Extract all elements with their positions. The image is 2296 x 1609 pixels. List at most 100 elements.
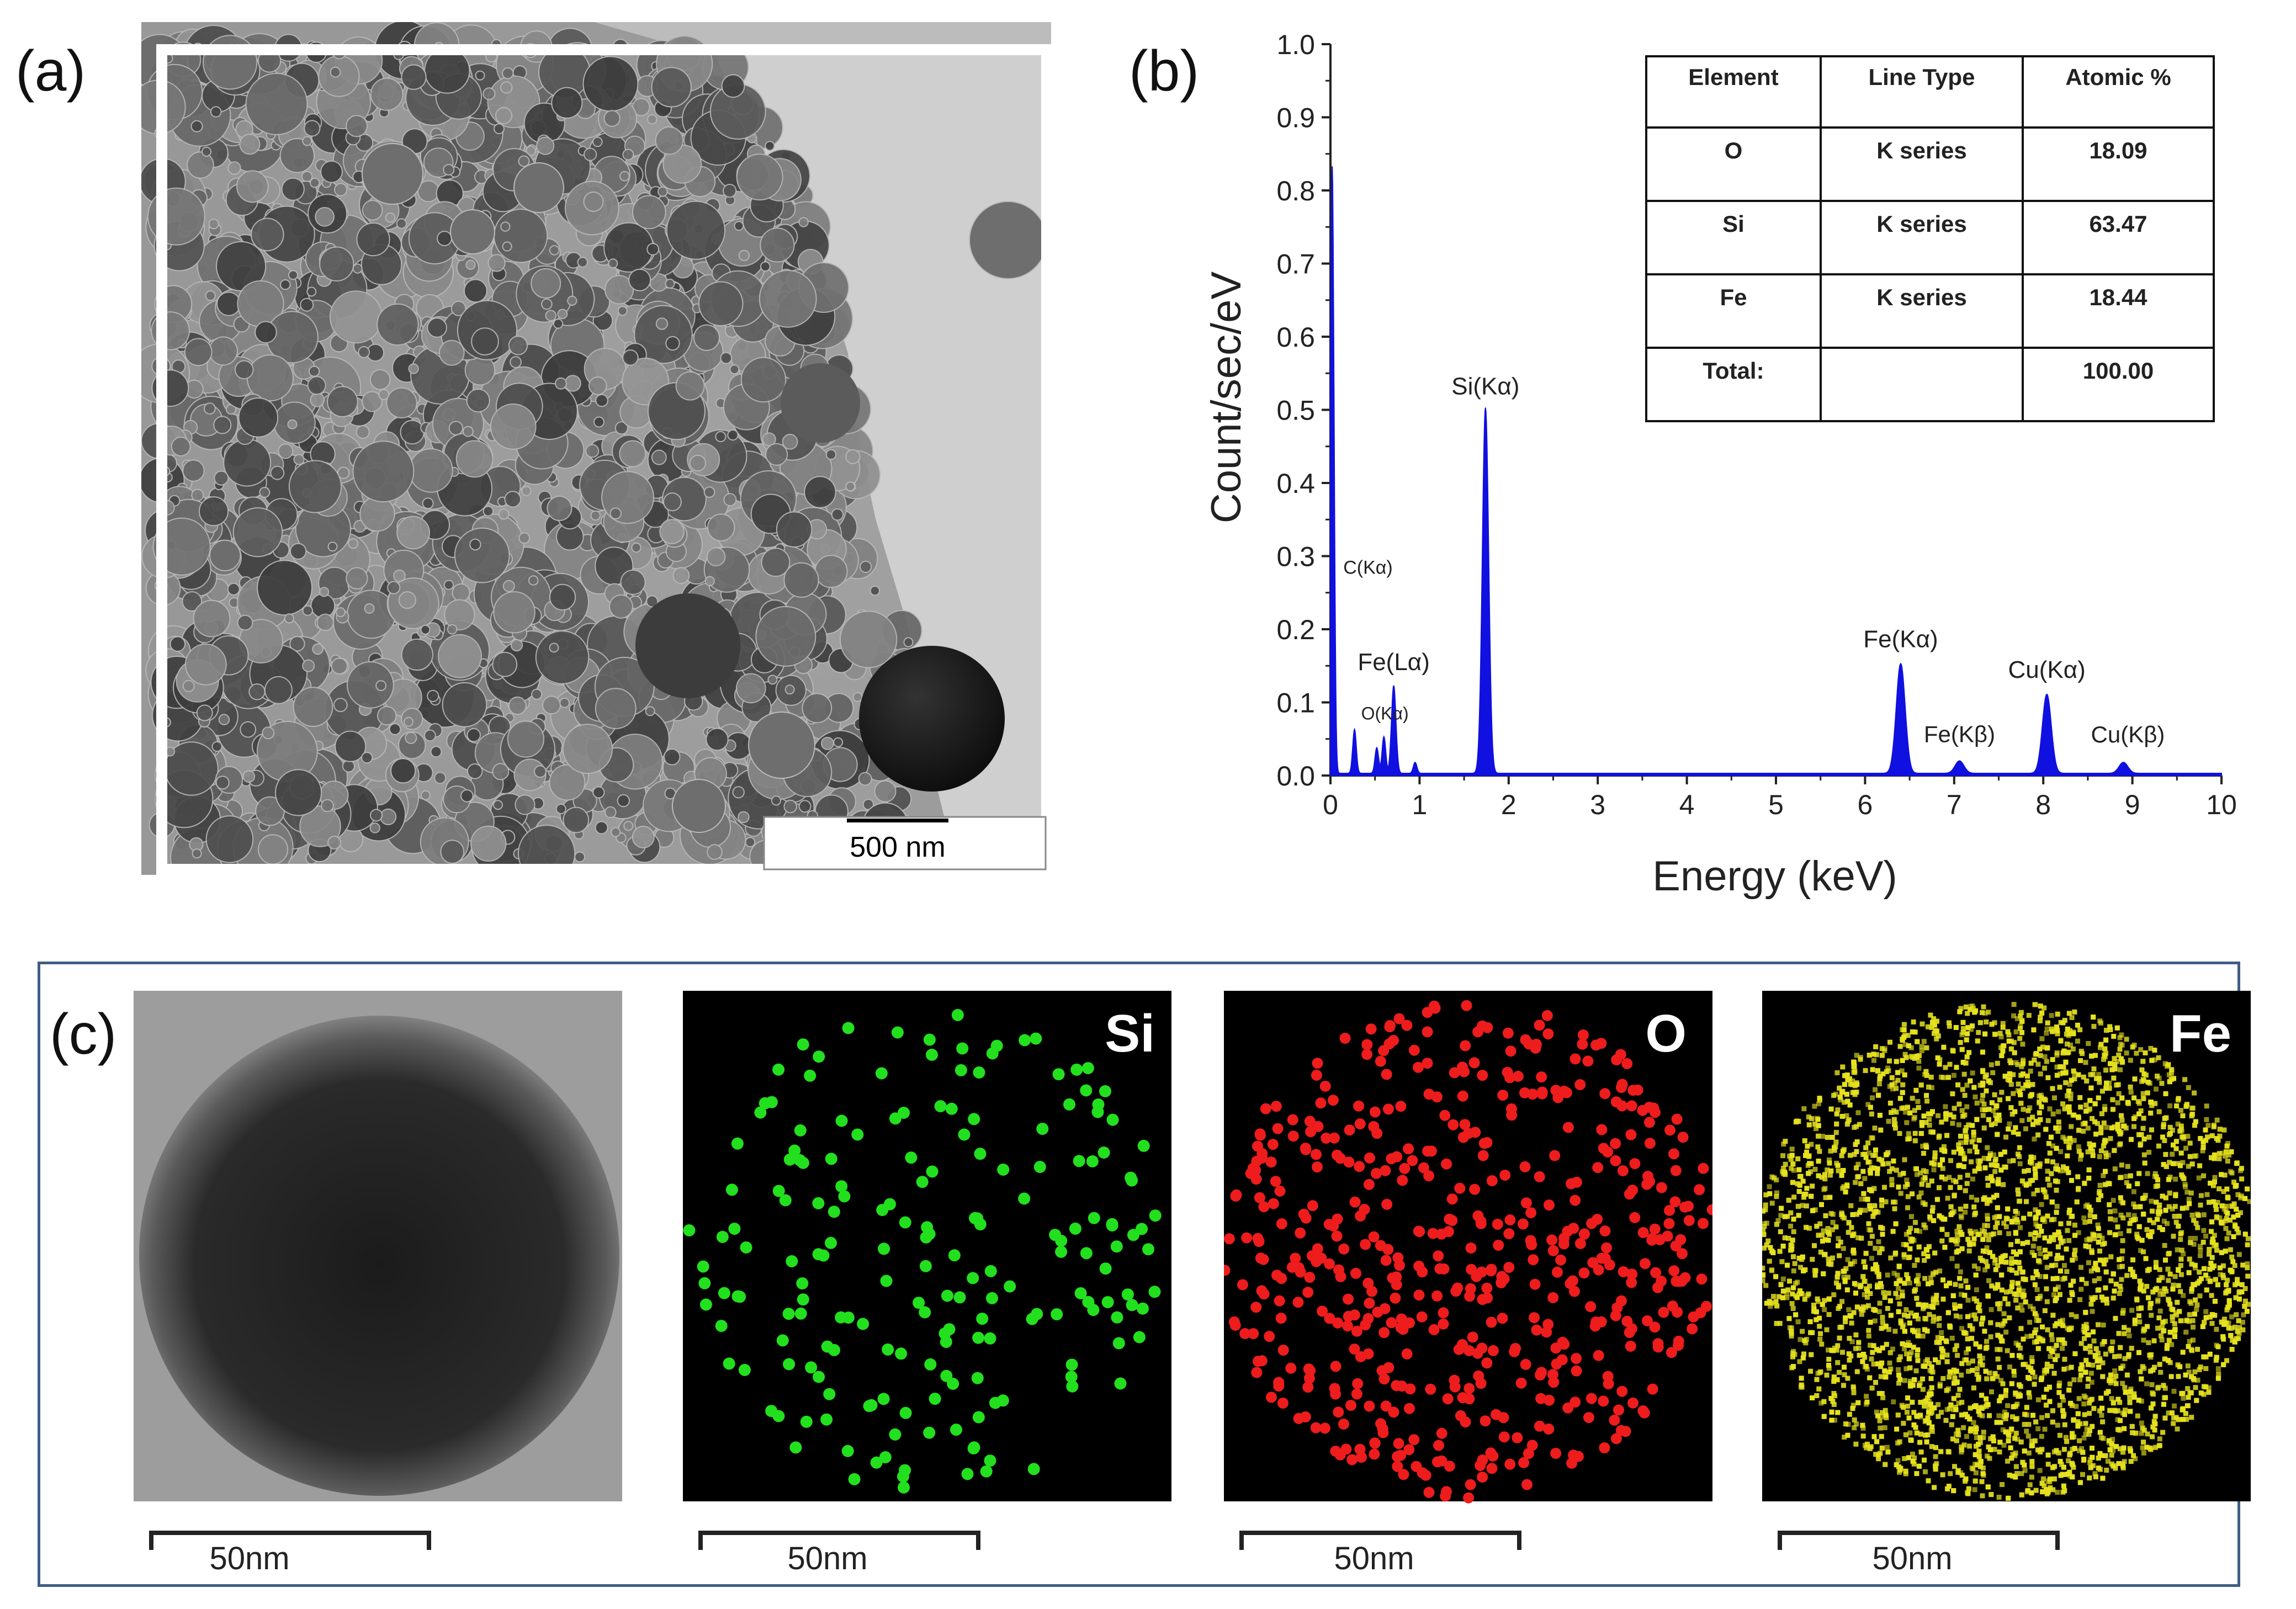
tem-particle: [386, 387, 417, 418]
tem-particle: [450, 300, 466, 316]
signal-dot: [1930, 1271, 1936, 1276]
signal-dot: [1650, 1267, 1662, 1278]
signal-dot: [1307, 1200, 1318, 1212]
signal-dot: [1427, 1228, 1439, 1239]
x-tick-label: 8: [2035, 789, 2051, 820]
signal-dot: [1632, 1084, 1643, 1096]
signal-dot: [1626, 1323, 1637, 1335]
signal-dot: [817, 1249, 830, 1262]
signal-dot: [1866, 1327, 1871, 1333]
signal-dot: [1839, 1299, 1845, 1304]
signal-dot: [1481, 1282, 1493, 1294]
signal-dot: [2061, 1398, 2066, 1403]
signal-dot: [1695, 1307, 1706, 1319]
signal-dot: [880, 1275, 893, 1287]
tem-particle: [563, 806, 590, 833]
signal-dot: [1354, 1118, 1366, 1130]
signal-dot: [1321, 1133, 1332, 1144]
signal-dot: [1126, 1174, 1138, 1187]
signal-dot: [2029, 1474, 2034, 1480]
signal-dot: [1292, 1297, 1304, 1308]
tem-particle: [421, 790, 431, 800]
tem-particle: [706, 547, 726, 566]
signal-dot: [1302, 1382, 1314, 1393]
signal-dot: [889, 1112, 902, 1125]
signal-dot: [1669, 1196, 1681, 1208]
signal-dot: [2135, 1413, 2140, 1419]
signal-dot: [1459, 1119, 1471, 1130]
signal-dot: [2169, 1342, 2175, 1347]
signal-dot: [1312, 1121, 1324, 1132]
x-tick-label: 4: [1679, 789, 1695, 820]
signal-dot: [1892, 1080, 1897, 1086]
signal-dot: [2014, 1217, 2019, 1222]
signal-dot: [2216, 1371, 2221, 1377]
signal-dot: [1276, 1218, 1287, 1230]
signal-dot: [1586, 1393, 1597, 1404]
signal-dot: [1428, 1324, 1440, 1335]
tem-particle: [319, 246, 354, 282]
tem-particle: [254, 321, 277, 344]
signal-dot: [1114, 1377, 1127, 1390]
signal-dot: [2159, 1333, 2164, 1339]
signal-dot: [1694, 1184, 1705, 1196]
tem-particle: [289, 543, 307, 560]
signal-dot: [2091, 1232, 2097, 1238]
tem-particle: [377, 303, 419, 346]
signal-dot: [1629, 1212, 1641, 1223]
signal-dot: [1277, 1345, 1289, 1356]
signal-dot: [1231, 1189, 1242, 1201]
signal-dot: [1408, 1434, 1420, 1446]
signal-dot: [1610, 1138, 1621, 1149]
signal-dot: [1897, 1172, 1903, 1177]
tem-particle: [498, 508, 510, 520]
signal-dot: [1265, 1156, 1277, 1168]
tem-particle: [534, 765, 547, 778]
tem-particle: [227, 161, 241, 175]
signal-dot: [1820, 1233, 1825, 1238]
signal-dot: [2245, 1302, 2251, 1307]
signal-dot: [1875, 1171, 1880, 1176]
signal-dot: [934, 1100, 947, 1113]
tem-particle: [510, 639, 523, 652]
signal-dot: [1477, 1150, 1489, 1161]
tem-particle: [605, 806, 617, 819]
signal-dot: [1360, 1239, 1371, 1250]
table-header-cell: Atomic %: [2022, 55, 2215, 129]
tem-particle: [191, 488, 204, 502]
signal-dot: [825, 1236, 837, 1249]
signal-dot: [1082, 1295, 1095, 1308]
signal-dot: [1343, 1156, 1355, 1168]
signal-dot: [1312, 1058, 1323, 1069]
signal-dot: [1439, 1109, 1451, 1121]
signal-dot: [1853, 1180, 1858, 1185]
tem-particle: [460, 789, 474, 803]
tem-particle: [327, 541, 338, 552]
signal-dot: [1878, 1425, 1883, 1431]
y-tick-label: 0.5: [1276, 395, 1315, 426]
tem-particle: [603, 110, 621, 127]
signal-dot: [971, 1372, 984, 1384]
signal-dot: [1551, 1266, 1563, 1278]
signal-dot: [1251, 1155, 1263, 1167]
signal-dot: [2090, 1362, 2096, 1368]
signal-dot: [825, 1153, 837, 1165]
signal-dot: [2008, 1082, 2014, 1087]
signal-dot: [1498, 1412, 1509, 1424]
signal-dot: [905, 1151, 918, 1164]
tem-particle: [601, 471, 654, 524]
signal-dot: [1671, 1113, 1683, 1125]
signal-dot: [1487, 1345, 1499, 1356]
signal-dot: [1981, 1404, 1986, 1410]
signal-dot: [2182, 1077, 2188, 1082]
signal-dot: [1899, 1068, 1905, 1074]
signal-dot: [1447, 1119, 1459, 1130]
signal-dot: [1353, 1100, 1365, 1112]
signal-dot: [1149, 1209, 1162, 1222]
tem-particle: [380, 808, 397, 826]
signal-dot: [1649, 1223, 1661, 1235]
signal-dot: [1889, 1075, 1895, 1080]
tem-particle: [422, 497, 434, 509]
signal-dot: [1835, 1343, 1841, 1348]
o-signal-dots: [1219, 1000, 1718, 1504]
